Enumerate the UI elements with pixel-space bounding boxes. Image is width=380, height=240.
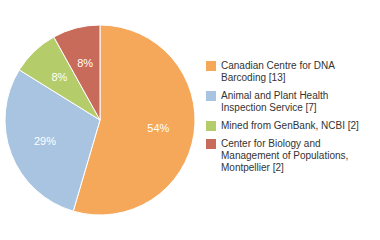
html-text:Montpellier [2]: Montpellier [2] — [221, 162, 284, 173]
html-text:Inspection Service [7]: Inspection Service [7] — [221, 102, 317, 113]
svg-text:8%: 8% — [77, 57, 93, 69]
html-text:Canadian Centre for DNA: Canadian Centre for DNA — [221, 60, 335, 71]
svg-text:8%: 8% — [51, 71, 67, 83]
html-text:Mined from GenBank, NCBI [2]: Mined from GenBank, NCBI [2] — [221, 120, 359, 131]
html-text:Barcoding [13]: Barcoding [13] — [221, 72, 286, 83]
svg-text:54%: 54% — [147, 122, 169, 134]
html-text:Center for Biology and: Center for Biology and — [221, 138, 321, 149]
html-text:Animal and Plant Health: Animal and Plant Health — [221, 90, 329, 101]
html-text:Management of Populations,: Management of Populations, — [221, 150, 349, 161]
svg-text:29%: 29% — [34, 135, 56, 147]
